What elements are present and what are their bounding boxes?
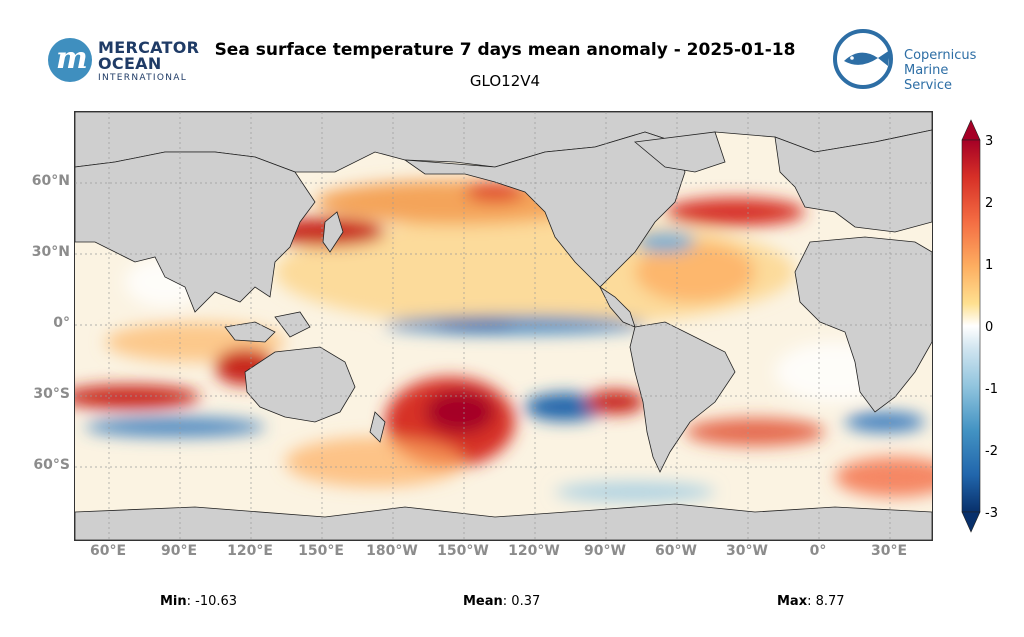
lat-label-30n: 30°N (31, 244, 70, 260)
stat-min-label: Min (160, 594, 187, 609)
colorbar (961, 118, 981, 534)
graticule (75, 112, 932, 540)
colorbar-graphic (961, 119, 981, 533)
lon-label-180w: 180°W (366, 543, 418, 559)
mercator-logo-line3: INTERNATIONAL (98, 73, 188, 83)
stat-max: Max: 8.77 (777, 594, 845, 609)
colorbar-tick-m1: -1 (985, 382, 998, 397)
copernicus-logo-line2: Marine Service (904, 63, 953, 93)
mercator-logo-mark: m (48, 38, 92, 82)
lon-label-60w: 60°W (655, 543, 697, 559)
copernicus-logo-line1: Copernicus (904, 48, 977, 63)
lon-label-60e: 60°E (89, 543, 127, 559)
map-title: Sea surface temperature 7 days mean anom… (214, 40, 796, 60)
stat-min: Min: -10.63 (160, 594, 237, 609)
map-subtitle: GLO12V4 (469, 72, 541, 90)
lat-label-0: 0° (53, 315, 70, 331)
lat-label-60s: 60°S (33, 457, 70, 473)
lon-label-0: 0° (809, 543, 827, 559)
stat-max-value: : 8.77 (807, 594, 845, 609)
sst-anomaly-map (74, 111, 933, 541)
stat-mean-label: Mean (463, 594, 503, 609)
lon-label-120e: 120°E (227, 543, 273, 559)
land-masses (75, 112, 932, 540)
copernicus-marine-logo: Copernicus Marine Service (832, 28, 992, 93)
mercator-ocean-logo: m MERCATOR OCEAN INTERNATIONAL (48, 36, 200, 84)
stat-mean: Mean: 0.37 (463, 594, 540, 609)
lon-label-150e: 150°E (298, 543, 344, 559)
lon-label-30w: 30°W (726, 543, 768, 559)
map-canvas (75, 112, 932, 540)
lon-label-150w: 150°W (437, 543, 489, 559)
lon-label-120w: 120°W (508, 543, 560, 559)
colorbar-tick-1: 1 (985, 258, 994, 273)
colorbar-tick-3: 3 (985, 134, 994, 149)
mercator-logo-line1: MERCATOR (98, 38, 200, 57)
fish-icon (833, 29, 893, 89)
lon-label-30e: 30°E (870, 543, 908, 559)
stat-mean-value: : 0.37 (502, 594, 541, 609)
colorbar-tick-0: 0 (985, 320, 994, 335)
colorbar-tick-m2: -2 (985, 444, 998, 459)
colorbar-tick-m3: -3 (985, 506, 998, 521)
lat-label-60n: 60°N (31, 173, 70, 189)
stat-min-value: : -10.63 (186, 594, 238, 609)
stat-max-label: Max (777, 594, 808, 609)
lon-label-90e: 90°E (160, 543, 198, 559)
lat-label-30s: 30°S (33, 386, 70, 402)
lon-label-90w: 90°W (584, 543, 626, 559)
colorbar-tick-2: 2 (985, 196, 994, 211)
mercator-logo-line2: OCEAN (98, 54, 162, 73)
